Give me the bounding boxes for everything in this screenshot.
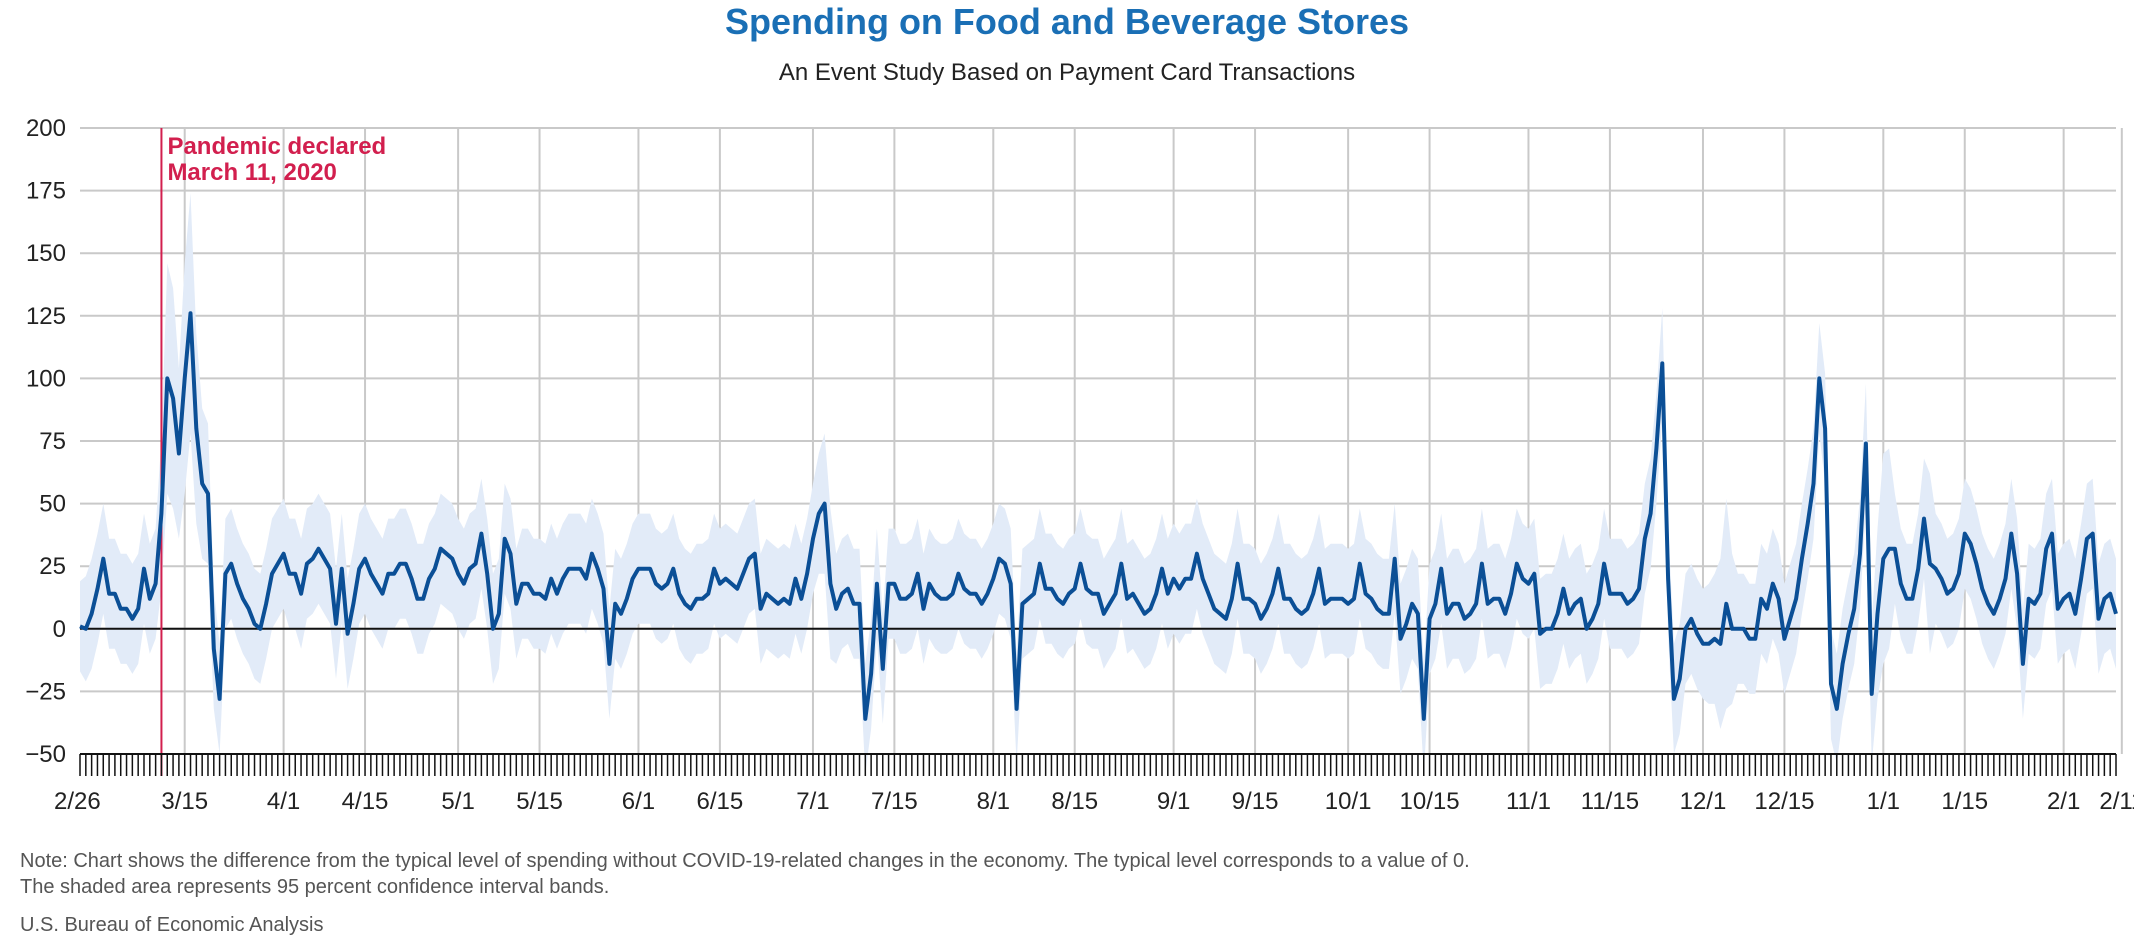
event-label-line2: March 11, 2020 bbox=[167, 159, 336, 186]
confidence-band bbox=[80, 193, 2116, 775]
x-tick-label: 4/15 bbox=[342, 788, 389, 815]
x-tick-label: 1/15 bbox=[1941, 788, 1988, 815]
x-axis: 2/26 3/15 4/1 4/15 5/1 5/15 6/1 6/15 7/1 7/15 8/1 8… bbox=[54, 753, 2134, 815]
x-tick-label: 5/1 bbox=[441, 788, 474, 815]
x-tick-label: 9/15 bbox=[1232, 788, 1279, 815]
x-tick-label: 9/1 bbox=[1157, 788, 1190, 815]
x-tick-label: 12/15 bbox=[1754, 788, 1814, 815]
y-tick-label: 25 bbox=[39, 553, 66, 580]
event-annotation: Pandemic declared March 11, 2020 bbox=[160, 128, 386, 776]
x-tick-label: 2/26 bbox=[54, 788, 101, 815]
x-tick-label: 10/15 bbox=[1400, 788, 1460, 815]
y-tick-label: 0 bbox=[53, 616, 66, 643]
y-tick-label: 75 bbox=[39, 428, 66, 455]
x-tick-label: 10/1 bbox=[1325, 788, 1372, 815]
y-tick-label: 125 bbox=[26, 303, 66, 330]
x-tick-label: 2/11 bbox=[2099, 788, 2134, 815]
event-label-line1: Pandemic declared bbox=[167, 133, 386, 160]
x-tick-label: 11/1 bbox=[1506, 788, 1551, 815]
chart-title: Spending on Food and Beverage Stores bbox=[724, 1, 1410, 42]
chart-subtitle: An Event Study Based on Payment Card Tra… bbox=[778, 59, 1356, 86]
x-tick-label: 2/1 bbox=[2047, 788, 2080, 815]
x-tick-label: 7/15 bbox=[871, 788, 918, 815]
x-tick-label: 12/1 bbox=[1680, 788, 1727, 815]
y-tick-label: 150 bbox=[26, 240, 66, 267]
y-tick-label: 100 bbox=[26, 365, 66, 392]
x-tick-label: 8/15 bbox=[1051, 788, 1098, 815]
x-tick-label: 4/1 bbox=[267, 788, 300, 815]
y-tick-label: −50 bbox=[25, 741, 66, 768]
y-tick-label: 200 bbox=[26, 115, 66, 142]
x-tick-label: 1/1 bbox=[1867, 788, 1900, 815]
series-line bbox=[79, 311, 2118, 721]
y-axis-ticks: −50 −25 0 25 50 75 100 125 150 175 200 bbox=[25, 115, 66, 768]
x-tick-label: 5/15 bbox=[516, 788, 563, 815]
x-tick-label: 6/15 bbox=[697, 788, 744, 815]
line-chart: Pandemic declared March 11, 2020 −50 −25 0… bbox=[25, 115, 2134, 815]
y-tick-label: 175 bbox=[26, 178, 66, 205]
x-tick-label: 7/1 bbox=[796, 788, 829, 815]
y-tick-label: 50 bbox=[39, 491, 66, 518]
note-line-2: The shaded area represents 95 percent co… bbox=[20, 876, 610, 898]
source-credit: U.S. Bureau of Economic Analysis bbox=[20, 914, 324, 936]
x-tick-label: 11/15 bbox=[1581, 788, 1639, 815]
y-tick-label: −25 bbox=[25, 678, 66, 705]
x-tick-label: 3/15 bbox=[161, 788, 208, 815]
x-tick-label: 6/1 bbox=[622, 788, 655, 815]
note-line-1: Note: Chart shows the difference from th… bbox=[20, 850, 1470, 872]
x-tick-label: 8/1 bbox=[977, 788, 1010, 815]
